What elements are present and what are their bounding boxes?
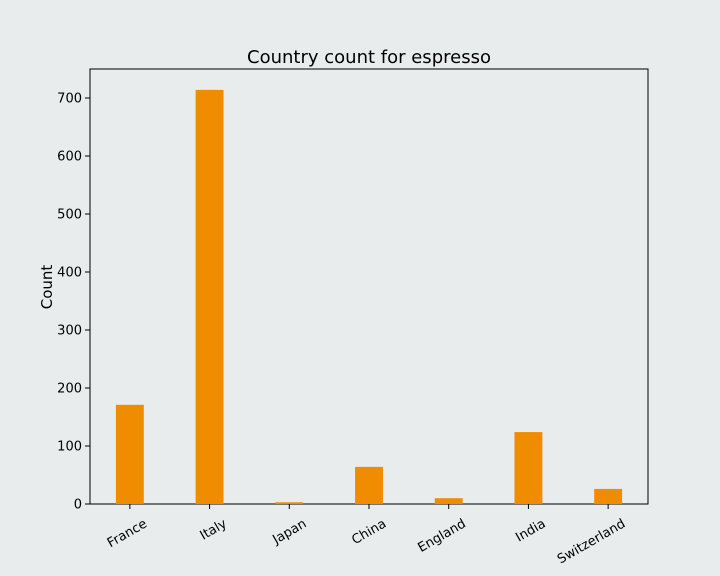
plot-frame bbox=[89, 68, 649, 505]
y-tick-label: 500 bbox=[57, 208, 82, 223]
bar-england bbox=[434, 498, 463, 504]
y-axis: 0 100 200 300 400 500 600 700 bbox=[57, 92, 90, 513]
y-tick-label: 300 bbox=[57, 324, 82, 339]
x-tick-label-japan: Japan bbox=[270, 516, 310, 548]
y-tick-label: 600 bbox=[57, 150, 82, 165]
x-tick-label-switzerland: Switzerland bbox=[555, 516, 628, 567]
x-tick-label-china: China bbox=[349, 516, 389, 548]
bar-italy bbox=[195, 89, 224, 504]
bar-china bbox=[355, 466, 383, 504]
y-axis-title: Count bbox=[38, 265, 56, 310]
y-tick-label: 100 bbox=[57, 440, 82, 455]
x-tick-label-england: England bbox=[416, 516, 469, 555]
x-tick-label-italy: Italy bbox=[198, 516, 230, 543]
bar-france bbox=[115, 404, 144, 504]
bar-japan bbox=[275, 502, 304, 504]
y-tick-label: 200 bbox=[57, 382, 82, 397]
x-tick-label-india: India bbox=[513, 516, 548, 545]
x-tick-label-france: France bbox=[105, 516, 150, 551]
y-tick-label: 700 bbox=[57, 92, 82, 107]
x-axis: France Italy Japan China England India Switzer… bbox=[105, 504, 628, 567]
plot-area bbox=[89, 68, 649, 505]
bar-switzerland bbox=[594, 488, 623, 504]
bar-india bbox=[514, 432, 543, 504]
bars-group bbox=[115, 89, 623, 504]
y-tick-label: 0 bbox=[74, 498, 82, 513]
y-tick-label: 400 bbox=[57, 266, 82, 281]
chart-title: Country count for espresso bbox=[247, 47, 491, 68]
